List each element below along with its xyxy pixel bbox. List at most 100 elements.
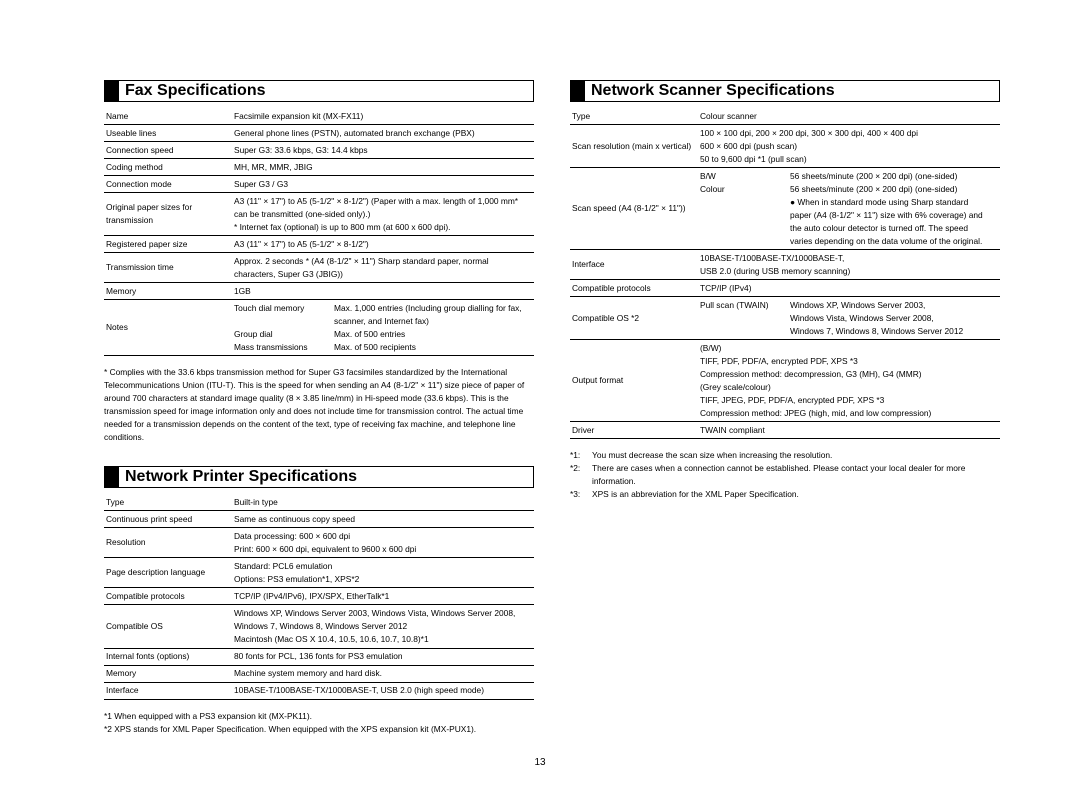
spec-sub-value: Max. of 500 recipients (334, 341, 528, 354)
table-row: Original paper sizes for transmissionA3 … (104, 193, 534, 236)
spec-key: Useable lines (104, 125, 232, 142)
spec-key: Continuous print speed (104, 511, 232, 528)
footnote-marker: *2: (570, 462, 592, 488)
spec-value: 80 fonts for PCL, 136 fonts for PS3 emul… (232, 648, 534, 665)
fax-section-header: Fax Specifications (104, 80, 534, 102)
spec-sub-key: Pull scan (TWAIN) (700, 299, 790, 312)
spec-value: Windows XP, Windows Server 2003, Windows… (232, 605, 534, 648)
spec-key: Memory (104, 665, 232, 682)
scanner-footnotes: *1:You must decrease the scan size when … (570, 449, 1000, 501)
spec-value: Built-in type (232, 494, 534, 511)
spec-value: General phone lines (PSTN), automated br… (232, 125, 534, 142)
table-row: Page description languageStandard: PCL6 … (104, 558, 534, 588)
table-row: Internal fonts (options)80 fonts for PCL… (104, 648, 534, 665)
footnote: *2 XPS stands for XML Paper Specificatio… (104, 723, 534, 736)
table-row: Compatible OSWindows XP, Windows Server … (104, 605, 534, 648)
left-column: Fax Specifications NameFacsimile expansi… (104, 80, 534, 736)
table-row: Interface10BASE-T/100BASE-TX/1000BASE-T,… (570, 250, 1000, 280)
table-row: Output format(B/W)TIFF, PDF, PDF/A, encr… (570, 340, 1000, 422)
table-row: NotesTouch dial memoryMax. 1,000 entries… (104, 300, 534, 356)
spec-sub-key: B/W (700, 170, 790, 183)
spec-key: Compatible OS (104, 605, 232, 648)
spec-key: Resolution (104, 528, 232, 558)
table-row: Scan speed (A4 (8-1/2" × 11"))B/W56 shee… (570, 168, 1000, 250)
table-row: Compatible protocolsTCP/IP (IPv4) (570, 280, 1000, 297)
spec-key: Registered paper size (104, 236, 232, 253)
spec-value: TCP/IP (IPv4) (698, 280, 1000, 297)
spec-key: Connection mode (104, 176, 232, 193)
spec-value: Machine system memory and hard disk. (232, 665, 534, 682)
spec-key: Compatible OS *2 (570, 297, 698, 340)
footnote-text: XPS is an abbreviation for the XML Paper… (592, 488, 799, 501)
spec-key: Name (104, 108, 232, 125)
spec-key: Transmission time (104, 253, 232, 283)
spec-key: Page description language (104, 558, 232, 588)
spec-value: 10BASE-T/100BASE-TX/1000BASE-T, USB 2.0 … (232, 682, 534, 699)
table-row: ResolutionData processing: 600 × 600 dpi… (104, 528, 534, 558)
table-row: Connection modeSuper G3 / G3 (104, 176, 534, 193)
spec-key: Original paper sizes for transmission (104, 193, 232, 236)
fax-note: * Complies with the 33.6 kbps transmissi… (104, 366, 534, 444)
spec-value: Data processing: 600 × 600 dpiPrint: 600… (232, 528, 534, 558)
spec-key: Coding method (104, 159, 232, 176)
table-row: Compatible OS *2Pull scan (TWAIN)Windows… (570, 297, 1000, 340)
spec-key: Driver (570, 422, 698, 439)
header-marker-icon (105, 81, 119, 101)
footnote: *1 When equipped with a PS3 expansion ki… (104, 710, 534, 723)
right-column: Network Scanner Specifications TypeColou… (570, 80, 1000, 736)
spec-key: Type (570, 108, 698, 125)
spec-value: A3 (11" × 17") to A5 (5-1/2" × 8-1/2") (… (232, 193, 534, 236)
spec-sub-value: Windows XP, Windows Server 2003,Windows … (790, 299, 984, 338)
footnote: *3:XPS is an abbreviation for the XML Pa… (570, 488, 1000, 501)
footnote-marker: *1: (570, 449, 592, 462)
spec-key: Interface (104, 682, 232, 699)
scanner-section-title: Network Scanner Specifications (585, 81, 835, 101)
spec-value: Super G3 / G3 (232, 176, 534, 193)
spec-sub-key: Mass transmissions (234, 341, 334, 354)
spec-sub-value: Max. of 500 entries (334, 328, 528, 341)
spec-value: TCP/IP (IPv4/IPv6), IPX/SPX, EtherTalk*1 (232, 588, 534, 605)
page-number: 13 (0, 757, 1080, 768)
spec-key: Notes (104, 300, 232, 356)
spec-value: 100 × 100 dpi, 200 × 200 dpi, 300 × 300 … (698, 125, 1000, 168)
scanner-spec-table: TypeColour scannerScan resolution (main … (570, 108, 1000, 439)
table-row: DriverTWAIN compliant (570, 422, 1000, 439)
table-row: Transmission timeApprox. 2 seconds * (A4… (104, 253, 534, 283)
spec-key: Compatible protocols (570, 280, 698, 297)
spec-value: MH, MR, MMR, JBIG (232, 159, 534, 176)
spec-value: Touch dial memoryMax. 1,000 entries (Inc… (232, 300, 534, 356)
spec-sub-key: Touch dial memory (234, 302, 334, 315)
spec-value: Same as continuous copy speed (232, 511, 534, 528)
table-row: Connection speedSuper G3: 33.6 kbps, G3:… (104, 142, 534, 159)
header-marker-icon (105, 467, 119, 487)
spec-key: Scan speed (A4 (8-1/2" × 11")) (570, 168, 698, 250)
table-row: Coding methodMH, MR, MMR, JBIG (104, 159, 534, 176)
spec-key: Output format (570, 340, 698, 422)
page-columns: Fax Specifications NameFacsimile expansi… (104, 80, 1000, 736)
table-row: TypeColour scanner (570, 108, 1000, 125)
table-row: Memory1GB (104, 283, 534, 300)
spec-sub-key: Group dial (234, 328, 334, 341)
spec-key: Interface (570, 250, 698, 280)
spec-sub-value: 56 sheets/minute (200 × 200 dpi) (one-si… (790, 170, 984, 183)
spec-key: Connection speed (104, 142, 232, 159)
footnote-text: There are cases when a connection cannot… (592, 462, 1000, 488)
spec-sub-value: ● When in standard mode using Sharp stan… (790, 196, 984, 248)
table-row: MemoryMachine system memory and hard dis… (104, 665, 534, 682)
footnote: *1:You must decrease the scan size when … (570, 449, 1000, 462)
spec-value: 10BASE-T/100BASE-TX/1000BASE-T,USB 2.0 (… (698, 250, 1000, 280)
header-marker-icon (571, 81, 585, 101)
spec-key: Scan resolution (main x vertical) (570, 125, 698, 168)
scanner-section-header: Network Scanner Specifications (570, 80, 1000, 102)
footnote-marker: *3: (570, 488, 592, 501)
spec-value: (B/W)TIFF, PDF, PDF/A, encrypted PDF, XP… (698, 340, 1000, 422)
spec-value: Super G3: 33.6 kbps, G3: 14.4 kbps (232, 142, 534, 159)
table-row: Compatible protocolsTCP/IP (IPv4/IPv6), … (104, 588, 534, 605)
footnote: *2:There are cases when a connection can… (570, 462, 1000, 488)
table-row: NameFacsimile expansion kit (MX-FX11) (104, 108, 534, 125)
spec-value: 1GB (232, 283, 534, 300)
spec-value: Facsimile expansion kit (MX-FX11) (232, 108, 534, 125)
spec-key: Type (104, 494, 232, 511)
table-row: TypeBuilt-in type (104, 494, 534, 511)
table-row: Scan resolution (main x vertical)100 × 1… (570, 125, 1000, 168)
